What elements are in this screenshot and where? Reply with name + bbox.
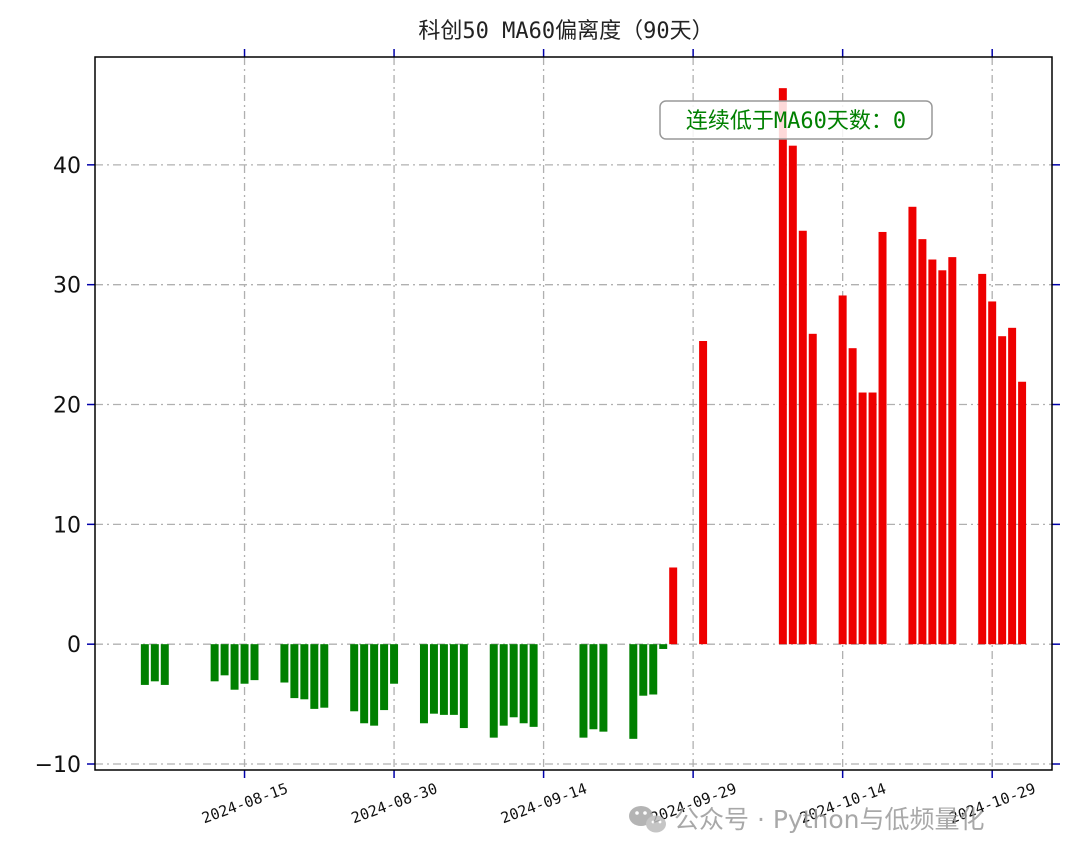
bar bbox=[579, 644, 588, 738]
bar bbox=[938, 270, 947, 645]
bar bbox=[380, 644, 389, 711]
y-tick-label: 0 bbox=[67, 633, 81, 658]
bar bbox=[948, 257, 957, 645]
bar bbox=[519, 644, 528, 724]
bar bbox=[419, 644, 428, 724]
annotation-text: 连续低于MA60天数：0 bbox=[686, 109, 906, 134]
bar bbox=[390, 644, 399, 684]
bar bbox=[928, 259, 937, 645]
y-tick-label: 30 bbox=[53, 274, 81, 299]
bar bbox=[1018, 381, 1027, 645]
y-tick-label: 20 bbox=[53, 394, 81, 419]
bar bbox=[838, 295, 847, 645]
watermark-text: 公众号 · Python与低频量化 bbox=[674, 805, 985, 834]
bar bbox=[639, 644, 648, 696]
bar bbox=[150, 644, 159, 682]
bar bbox=[360, 644, 369, 724]
bar bbox=[449, 644, 458, 715]
bar bbox=[918, 239, 927, 645]
bar bbox=[868, 392, 877, 645]
bar bbox=[160, 644, 169, 685]
bar bbox=[240, 644, 249, 684]
bar bbox=[310, 644, 319, 709]
bar bbox=[599, 644, 608, 732]
bar bbox=[908, 206, 917, 645]
bar bbox=[699, 341, 708, 645]
bar bbox=[669, 567, 678, 645]
y-tick-label: 40 bbox=[53, 154, 81, 179]
bar bbox=[439, 644, 448, 715]
bar bbox=[778, 88, 787, 645]
bar bbox=[370, 644, 379, 726]
bar bbox=[878, 231, 887, 645]
bar bbox=[808, 333, 817, 645]
x-tick-label: 2024-08-30 bbox=[349, 779, 440, 827]
bar bbox=[280, 644, 289, 683]
bar bbox=[988, 301, 997, 645]
bar bbox=[1008, 327, 1017, 645]
bar bbox=[230, 644, 239, 690]
plot-frame bbox=[94, 56, 1053, 771]
bar bbox=[140, 644, 149, 685]
wechat-icon bbox=[629, 806, 666, 833]
bar bbox=[300, 644, 309, 700]
annotation-frame bbox=[659, 100, 933, 140]
bar bbox=[489, 644, 498, 738]
watermark: 公众号 · Python与低频量化 bbox=[629, 805, 985, 834]
bar bbox=[798, 230, 807, 645]
bar bbox=[459, 644, 468, 729]
bar bbox=[509, 644, 518, 718]
bar bbox=[629, 644, 638, 739]
bar bbox=[250, 644, 259, 681]
bar bbox=[589, 644, 598, 730]
bar bbox=[788, 145, 797, 645]
bars-group bbox=[140, 88, 1027, 739]
bar bbox=[998, 336, 1007, 645]
bar bbox=[210, 644, 219, 682]
tick-marks bbox=[87, 49, 1060, 778]
annotation-box: 连续低于MA60天数：0 bbox=[659, 100, 933, 140]
bar bbox=[350, 644, 359, 712]
bar bbox=[220, 644, 229, 676]
y-tick-label: 10 bbox=[53, 513, 81, 538]
bar bbox=[499, 644, 508, 726]
bar bbox=[659, 644, 668, 649]
bar bbox=[848, 348, 857, 645]
y-tick-label: −10 bbox=[35, 753, 81, 778]
bar bbox=[858, 392, 867, 645]
x-tick-label: 2024-08-15 bbox=[199, 779, 290, 827]
bar bbox=[290, 644, 299, 699]
bar bbox=[649, 644, 658, 695]
y-tick-labels: −10 0 10 20 30 40 bbox=[35, 154, 81, 778]
chart-title: 科创50 MA60偏离度（90天） bbox=[418, 19, 713, 44]
bar bbox=[429, 644, 438, 714]
bar bbox=[978, 273, 987, 645]
bar bbox=[320, 644, 329, 708]
bar bbox=[529, 644, 538, 727]
x-tick-label: 2024-09-14 bbox=[498, 779, 589, 827]
